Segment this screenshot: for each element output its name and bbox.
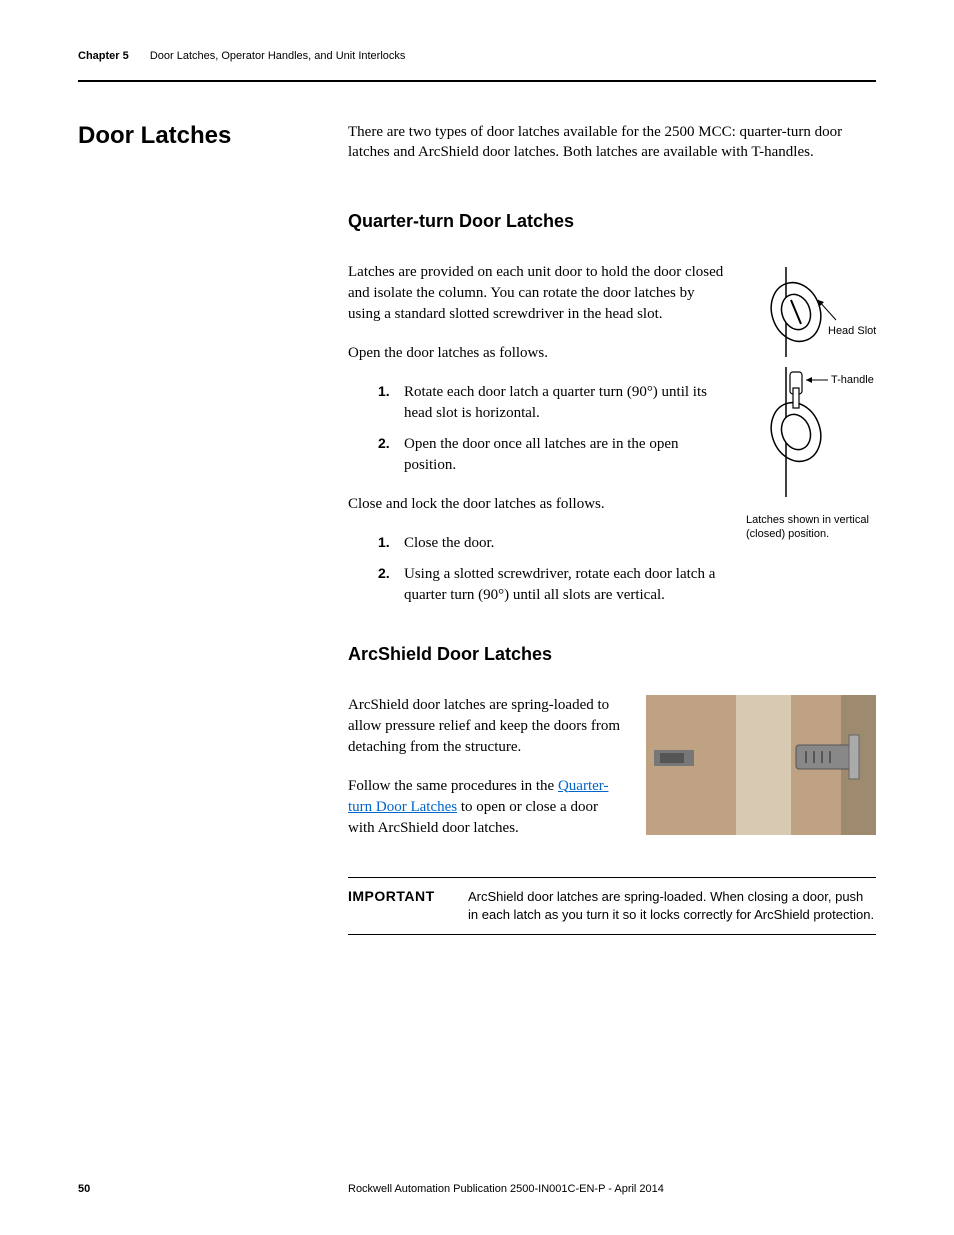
list-item: 1.Rotate each door latch a quarter turn … xyxy=(378,382,726,424)
step-number: 2. xyxy=(378,564,404,606)
quarter-turn-heading: Quarter-turn Door Latches xyxy=(348,211,876,232)
step-number: 1. xyxy=(378,382,404,424)
chapter-label: Chapter 5 xyxy=(78,50,129,62)
page-number: 50 xyxy=(78,1183,348,1195)
arcshield-text: ArcShield door latches are spring-loaded… xyxy=(348,695,626,857)
page-header: Chapter 5 Door Latches, Operator Handles… xyxy=(0,0,954,72)
important-label: IMPORTANT xyxy=(348,888,448,924)
page-footer: 50 Rockwell Automation Publication 2500-… xyxy=(78,1183,876,1195)
as-para-2-pre: Follow the same procedures in the xyxy=(348,778,558,794)
step-text: Open the door once all latches are in th… xyxy=(404,434,726,476)
qt-open-steps: 1.Rotate each door latch a quarter turn … xyxy=(378,382,726,476)
head-slot-label: Head Slot xyxy=(828,325,876,337)
quarter-turn-figure: Head Slot T-handle Latches shown in vert… xyxy=(746,262,876,542)
step-number: 1. xyxy=(378,533,404,554)
qt-open-lead: Open the door latches as follows. xyxy=(348,343,726,364)
t-handle-label: T-handle xyxy=(831,374,874,386)
arcshield-photo xyxy=(646,695,876,835)
arcshield-latch-icon xyxy=(646,695,876,835)
step-text: Using a slotted screwdriver, rotate each… xyxy=(404,564,726,606)
chapter-title: Door Latches, Operator Handles, and Unit… xyxy=(150,50,406,62)
quarter-turn-row: Latches are provided on each unit door t… xyxy=(348,262,876,624)
step-number: 2. xyxy=(378,434,404,476)
main-heading: Door Latches xyxy=(78,122,231,150)
publication-info: Rockwell Automation Publication 2500-IN0… xyxy=(348,1183,876,1195)
important-box: IMPORTANT ArcShield door latches are spr… xyxy=(348,877,876,935)
step-text: Rotate each door latch a quarter turn (9… xyxy=(404,382,726,424)
list-item: 1.Close the door. xyxy=(378,533,726,554)
intro-paragraph: There are two types of door latches avai… xyxy=(348,122,876,163)
important-text: ArcShield door latches are spring-loaded… xyxy=(468,888,876,924)
list-item: 2.Using a slotted screwdriver, rotate ea… xyxy=(378,564,726,606)
as-para-2: Follow the same procedures in the Quarte… xyxy=(348,776,626,839)
latch-diagram-icon: Head Slot T-handle xyxy=(746,262,876,502)
step-text: Close the door. xyxy=(404,533,726,554)
quarter-turn-text: Latches are provided on each unit door t… xyxy=(348,262,726,624)
body-column: There are two types of door latches avai… xyxy=(348,122,876,935)
as-para-1: ArcShield door latches are spring-loaded… xyxy=(348,695,626,758)
arcshield-heading: ArcShield Door Latches xyxy=(348,644,876,665)
qt-close-lead: Close and lock the door latches as follo… xyxy=(348,494,726,515)
arcshield-row: ArcShield door latches are spring-loaded… xyxy=(348,695,876,857)
content-area: Door Latches There are two types of door… xyxy=(0,82,954,935)
figure-caption: Latches shown in vertical (closed) posit… xyxy=(746,513,876,542)
qt-para-1: Latches are provided on each unit door t… xyxy=(348,262,726,325)
qt-close-steps: 1.Close the door. 2.Using a slotted scre… xyxy=(378,533,726,606)
list-item: 2.Open the door once all latches are in … xyxy=(378,434,726,476)
